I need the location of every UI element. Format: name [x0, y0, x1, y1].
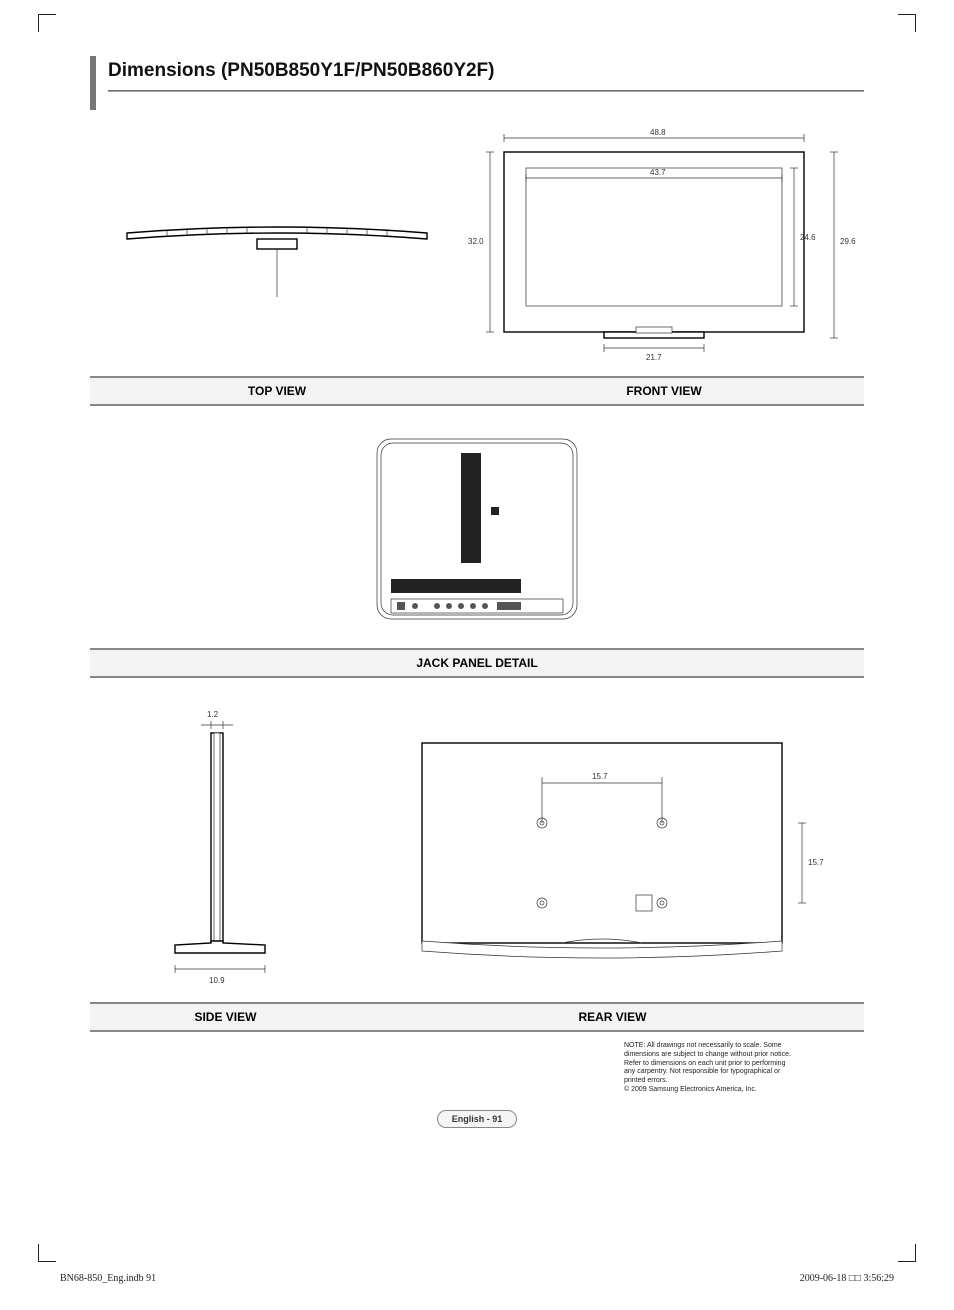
dim-label: 10.9: [209, 976, 225, 985]
note-line: printed errors.: [624, 1077, 864, 1086]
page-number: English - 91: [437, 1110, 518, 1128]
view-label: FRONT VIEW: [464, 378, 864, 404]
note-line: © 2009 Samsung Electronics America, Inc.: [624, 1086, 864, 1095]
crop-mark: [898, 1244, 916, 1262]
note-block: NOTE: All drawings not necessarily to sc…: [624, 1042, 864, 1095]
label-bar: TOP VIEW: [90, 376, 464, 406]
view-label: JACK PANEL DETAIL: [90, 650, 864, 676]
dim-label: 15.7: [592, 772, 608, 781]
page-content: Dimensions (PN50B850Y1F/PN50B860Y2F): [90, 60, 864, 1230]
crop-mark: [898, 14, 916, 32]
note-line: NOTE: All drawings not necessarily to sc…: [624, 1042, 864, 1051]
view-label: REAR VIEW: [361, 1004, 864, 1030]
label-bar: REAR VIEW: [361, 1002, 864, 1032]
page-number-pill: English - 91: [90, 1109, 864, 1128]
section-title-bar: Dimensions (PN50B850Y1F/PN50B860Y2F): [90, 60, 864, 92]
section-title: Dimensions (PN50B850Y1F/PN50B860Y2F): [108, 60, 864, 88]
footer-filename: BN68-850_Eng.indb 91: [60, 1273, 156, 1284]
label-bar: JACK PANEL DETAIL: [90, 648, 864, 678]
rear-view-diagram: 15.7 15.7: [361, 698, 864, 998]
cell-side-view: 1.2 10.9 SIDE VIEW: [90, 698, 361, 1095]
side-view-diagram: 1.2 10.9: [90, 698, 361, 998]
view-label: TOP VIEW: [90, 378, 464, 404]
cell-rear-view: 15.7 15.7 REAR VIEW NOTE: All drawings n…: [361, 698, 864, 1095]
crop-mark: [38, 14, 56, 32]
dim-label: 43.7: [650, 168, 666, 177]
crop-mark: [38, 1244, 56, 1262]
dim-label: 21.7: [646, 353, 662, 362]
note-line: dimensions are subject to change without…: [624, 1051, 864, 1060]
dim-label: 15.7: [808, 858, 824, 867]
row-top-front: TOP VIEW 48.8: [90, 122, 864, 406]
dim-label: 32.0: [468, 237, 484, 246]
dim-label: 1.2: [207, 710, 219, 719]
note-line: Refer to dimensions on each unit prior t…: [624, 1060, 864, 1069]
note-line: any carpentry. Not responsible for typog…: [624, 1068, 864, 1077]
row-side-rear: 1.2 10.9 SIDE VIEW: [90, 698, 864, 1095]
dim-label: 29.6: [840, 237, 856, 246]
dim-label: 24.6: [800, 233, 816, 242]
jack-panel-diagram: [327, 424, 627, 644]
footer-timestamp: 2009-06-18 □□ 3:56:29: [800, 1273, 894, 1284]
front-view-diagram: 48.8 43.7 32.0 24.6 29.6: [464, 122, 864, 372]
cell-top-view: TOP VIEW: [90, 122, 464, 406]
label-bar: SIDE VIEW: [90, 1002, 361, 1032]
row-jack: JACK PANEL DETAIL: [90, 406, 864, 678]
view-label: SIDE VIEW: [90, 1004, 361, 1030]
title-underline: [108, 90, 864, 92]
top-view-diagram: [90, 122, 464, 372]
dim-label: 48.8: [650, 128, 666, 137]
cell-front-view: 48.8 43.7 32.0 24.6 29.6: [464, 122, 864, 406]
label-bar: FRONT VIEW: [464, 376, 864, 406]
